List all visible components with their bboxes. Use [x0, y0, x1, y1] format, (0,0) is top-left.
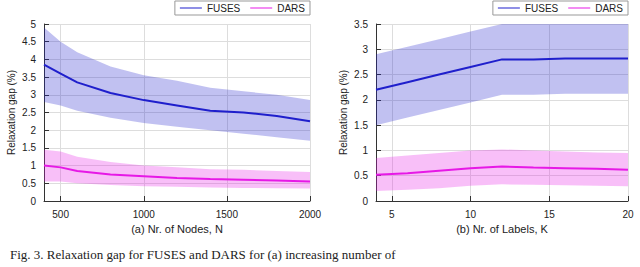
svg-text:1: 1: [30, 160, 36, 171]
svg-text:5: 5: [389, 209, 395, 220]
svg-text:500: 500: [52, 209, 69, 220]
svg-text:10: 10: [465, 209, 477, 220]
svg-text:3: 3: [362, 44, 368, 55]
svg-text:(a) Nr. of Nodes, N: (a) Nr. of Nodes, N: [131, 223, 223, 235]
html-text:Fig. 3. Relaxation gap for FUS: Fig. 3. Relaxation gap for FUSES and DAR…: [10, 247, 396, 262]
svg-text:0.5: 0.5: [354, 170, 368, 181]
svg-text:DARS: DARS: [277, 3, 305, 14]
svg-text:2.5: 2.5: [354, 69, 368, 80]
svg-text:FUSES: FUSES: [207, 3, 241, 14]
svg-text:1.5: 1.5: [22, 142, 36, 153]
svg-text:1: 1: [362, 145, 368, 156]
svg-text:20: 20: [622, 209, 634, 220]
svg-text:1.5: 1.5: [354, 120, 368, 131]
svg-text:Relaxation gap (%): Relaxation gap (%): [6, 70, 17, 155]
svg-text:DARS: DARS: [595, 3, 623, 14]
svg-text:4.5: 4.5: [22, 36, 36, 47]
svg-text:2: 2: [362, 94, 368, 105]
svg-text:FUSES: FUSES: [525, 3, 559, 14]
svg-text:3: 3: [30, 89, 36, 100]
svg-text:1500: 1500: [216, 209, 239, 220]
svg-text:3.5: 3.5: [22, 72, 36, 83]
svg-text:2.5: 2.5: [22, 107, 36, 118]
svg-text:2: 2: [30, 125, 36, 136]
svg-text:Relaxation gap (%): Relaxation gap (%): [338, 70, 349, 155]
svg-text:0: 0: [362, 196, 368, 207]
svg-text:0.5: 0.5: [22, 178, 36, 189]
svg-text:15: 15: [544, 209, 556, 220]
svg-text:(b) Nr. of Labels, K: (b) Nr. of Labels, K: [456, 223, 548, 235]
svg-text:3.5: 3.5: [354, 19, 368, 30]
svg-text:5: 5: [30, 19, 36, 30]
svg-text:2000: 2000: [299, 209, 322, 220]
svg-text:0: 0: [30, 196, 36, 207]
svg-text:1000: 1000: [133, 209, 156, 220]
svg-text:4: 4: [30, 54, 36, 65]
